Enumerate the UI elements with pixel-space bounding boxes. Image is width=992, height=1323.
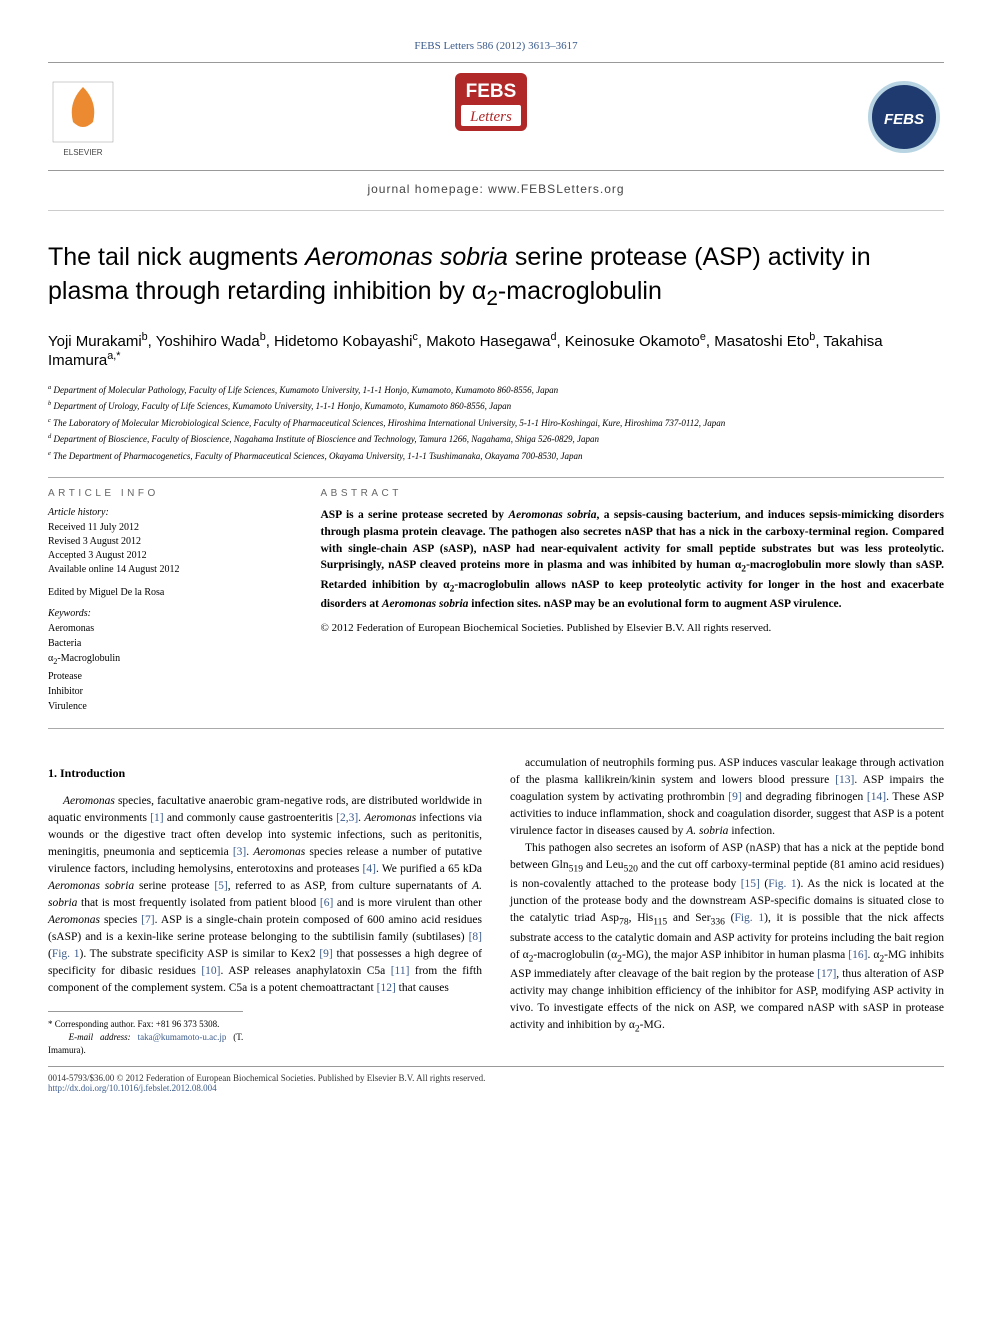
- history-line: Available online 14 August 2012: [48, 563, 290, 577]
- authors: Yoji Murakamib, Yoshihiro Wadab, Hidetom…: [48, 331, 944, 369]
- keyword: Virulence: [48, 699, 290, 714]
- affiliation: d Department of Bioscience, Faculty of B…: [48, 432, 944, 447]
- header-bar: ELSEVIER FEBS Letters FEBS: [48, 62, 944, 171]
- abstract-block: ABSTRACT ASP is a serine protease secret…: [320, 488, 944, 713]
- svg-text:FEBS: FEBS: [884, 111, 924, 128]
- affiliation: a Department of Molecular Pathology, Fac…: [48, 383, 944, 398]
- body-para: accumulation of neutrophils forming pus.…: [510, 755, 944, 840]
- article-info: ARTICLE INFO Article history: Received 1…: [48, 488, 290, 713]
- corresponding-footnote: * Corresponding author. Fax: +81 96 373 …: [48, 1011, 243, 1058]
- history-line: Accepted 3 August 2012: [48, 549, 290, 563]
- body-para: This pathogen also secretes an isoform o…: [510, 840, 944, 1037]
- left-column: 1. Introduction Aeromonas species, facul…: [48, 755, 482, 1058]
- journal-ref: FEBS Letters 586 (2012) 3613–3617: [48, 40, 944, 52]
- keyword: Protease: [48, 669, 290, 684]
- svg-text:FEBS: FEBS: [466, 81, 517, 102]
- abstract-head: ABSTRACT: [320, 488, 944, 499]
- history-head: Article history:: [48, 507, 290, 518]
- history-line: Received 11 July 2012: [48, 521, 290, 535]
- svg-text:Letters: Letters: [469, 109, 512, 125]
- abstract-text: ASP is a serine protease secreted by Aer…: [320, 507, 944, 612]
- keywords-head: Keywords:: [48, 608, 290, 619]
- issn-copyright: 0014-5793/$36.00 © 2012 Federation of Eu…: [48, 1073, 485, 1083]
- intro-heading: 1. Introduction: [48, 765, 482, 783]
- footer: 0014-5793/$36.00 © 2012 Federation of Eu…: [48, 1066, 944, 1093]
- affiliation: b Department of Urology, Faculty of Life…: [48, 399, 944, 414]
- keyword: Inhibitor: [48, 684, 290, 699]
- affiliation: e The Department of Pharmacogenetics, Fa…: [48, 449, 944, 464]
- edited-by: Edited by Miguel De la Rosa: [48, 587, 290, 598]
- keyword: Aeromonas: [48, 621, 290, 636]
- doi-link[interactable]: http://dx.doi.org/10.1016/j.febslet.2012…: [48, 1083, 217, 1093]
- article-title: The tail nick augments Aeromonas sobria …: [48, 241, 944, 313]
- svg-text:ELSEVIER: ELSEVIER: [63, 148, 102, 157]
- copyright: © 2012 Federation of European Biochemica…: [320, 622, 944, 634]
- intro-para1: Aeromonas species, facultative anaerobic…: [48, 793, 482, 997]
- right-column: accumulation of neutrophils forming pus.…: [510, 755, 944, 1058]
- article-info-head: ARTICLE INFO: [48, 488, 290, 499]
- keyword: Bacteria: [48, 636, 290, 651]
- journal-homepage[interactable]: journal homepage: www.FEBSLetters.org: [48, 176, 944, 211]
- affiliation: c The Laboratory of Molecular Microbiolo…: [48, 416, 944, 431]
- febs-letters-logo: FEBS Letters: [421, 71, 561, 162]
- affiliations: a Department of Molecular Pathology, Fac…: [48, 383, 944, 464]
- elsevier-logo: ELSEVIER: [48, 77, 118, 157]
- history-line: Revised 3 August 2012: [48, 535, 290, 549]
- keyword: α2-Macroglobulin: [48, 651, 290, 668]
- febs-badge: FEBS: [864, 77, 944, 157]
